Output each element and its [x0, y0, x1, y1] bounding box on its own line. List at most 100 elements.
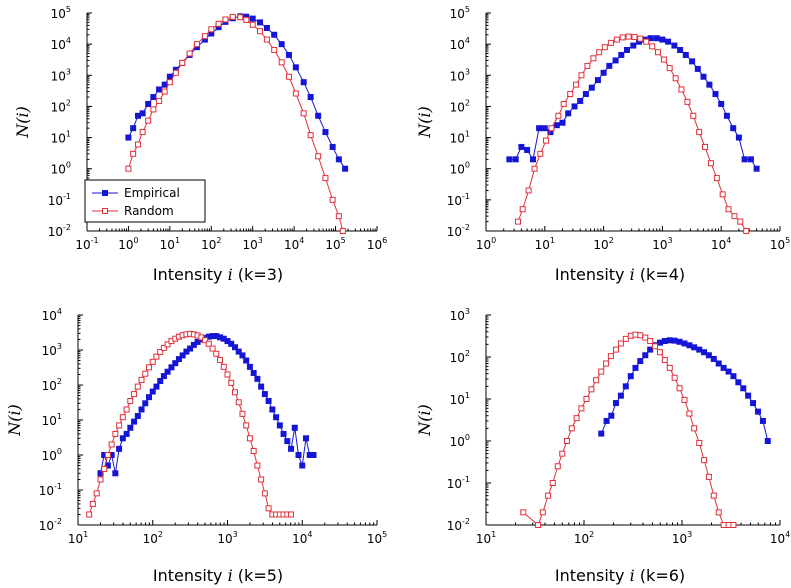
data-point-empirical [172, 360, 179, 367]
data-point-empirical [588, 84, 595, 91]
x-tick-label: 105 [367, 530, 387, 546]
data-point-random [119, 414, 126, 421]
data-point-random [622, 335, 629, 342]
series-empirical [97, 333, 317, 477]
data-point-empirical [299, 462, 306, 469]
data-point-empirical [740, 385, 747, 392]
data-point-random [339, 228, 346, 234]
x-tick-label: 100 [476, 236, 496, 252]
data-point-empirical [142, 400, 149, 407]
data-point-empirical [712, 91, 719, 98]
data-point-empirical [705, 352, 712, 359]
data-point-random [229, 13, 236, 20]
data-point-empirical [750, 400, 757, 407]
data-point-empirical [235, 348, 242, 355]
data-point-empirical [753, 165, 760, 172]
data-point-random [567, 91, 574, 98]
data-point-random [205, 340, 212, 347]
data-point-empirical [512, 156, 519, 163]
data-point-random [157, 348, 164, 355]
data-point-empirical [671, 337, 678, 344]
chart-panel-3: 101 102 103 104 105 10-2 10-1 100 101 102 103 104 In… [5, 307, 387, 585]
data-point-empirical [681, 340, 688, 347]
data-point-empirical [617, 392, 624, 399]
data-point-empirical [603, 417, 610, 424]
data-point-empirical [677, 46, 684, 53]
data-point-random [201, 33, 208, 40]
y-tick-label: 10-2 [48, 223, 71, 239]
x-tick-label: 105 [770, 236, 790, 252]
y-tick-label: 102 [42, 377, 62, 393]
data-point-empirical [243, 13, 250, 20]
data-point-empirical [342, 165, 349, 172]
data-point-random [543, 137, 550, 144]
data-point-random [193, 41, 200, 48]
data-point-random [696, 129, 703, 136]
data-point-random [112, 430, 119, 437]
data-point-empirical [735, 379, 742, 386]
data-point-random [329, 196, 336, 203]
legend-label-random: Random [124, 204, 174, 218]
data-point-empirical [682, 51, 689, 58]
y-tick-label: 102 [51, 98, 71, 114]
x-tick-label: 105 [325, 236, 345, 252]
x-tick-label: 10-1 [75, 236, 98, 252]
data-point-empirical [220, 335, 227, 342]
data-point-empirical [307, 94, 314, 101]
data-point-empirical [149, 388, 156, 395]
data-point-random [671, 374, 678, 381]
data-point-empirical [258, 383, 265, 390]
y-tick-label: 10-2 [447, 223, 470, 239]
data-point-empirical [134, 112, 141, 119]
data-point-random [560, 100, 567, 107]
data-point-random [535, 522, 542, 528]
data-point-random [222, 16, 229, 23]
x-tick-label: 104 [711, 236, 731, 252]
data-point-empirical [249, 15, 256, 22]
x-axis-label: Intensity i (k=4) [555, 265, 685, 284]
x-tick-label: 106 [367, 236, 387, 252]
data-point-empirical [164, 368, 171, 375]
data-point-empirical [104, 462, 111, 469]
x-tick-label: 104 [284, 236, 304, 252]
data-point-random [596, 49, 603, 56]
data-point-empirical [278, 41, 285, 48]
data-point-random [146, 364, 153, 371]
y-tick-label: 103 [42, 342, 62, 358]
data-point-random [285, 73, 292, 80]
data-point-empirical [710, 355, 717, 362]
data-point-empirical [627, 373, 634, 380]
data-point-random [690, 112, 697, 119]
y-tick-label: 10-1 [447, 475, 470, 491]
data-point-empirical [145, 100, 152, 107]
data-point-empirical [322, 129, 329, 136]
data-point-random [519, 206, 526, 213]
data-point-empirical [653, 35, 660, 42]
y-tick-label: 10-1 [48, 192, 71, 208]
y-tick-label: 102 [450, 98, 470, 114]
data-point-random [531, 165, 538, 172]
data-point-random [89, 500, 96, 507]
data-point-random [86, 511, 93, 518]
data-point-empirical [285, 51, 292, 58]
data-point-empirical [168, 364, 175, 371]
data-point-empirical [193, 44, 200, 51]
y-axis-label: N(i) [415, 106, 434, 139]
data-point-random [684, 98, 691, 105]
data-point-random [243, 422, 250, 429]
data-point-random [101, 465, 108, 472]
y-tick-label: 105 [51, 5, 71, 21]
data-point-random [730, 522, 737, 528]
data-point-empirical [300, 79, 307, 86]
data-point-empirical [691, 344, 698, 351]
x-tick-label: 101 [535, 236, 555, 252]
data-point-random [539, 509, 546, 516]
data-point-random [661, 356, 668, 363]
x-axis-label: Intensity i (k=3) [153, 265, 283, 284]
data-point-random [725, 206, 732, 213]
y-axis-label: N(i) [415, 404, 434, 437]
data-point-empirical [157, 378, 164, 385]
x-tick-label: 102 [143, 530, 163, 546]
data-point-empirical [623, 46, 630, 53]
y-tick-label: 104 [450, 36, 470, 52]
